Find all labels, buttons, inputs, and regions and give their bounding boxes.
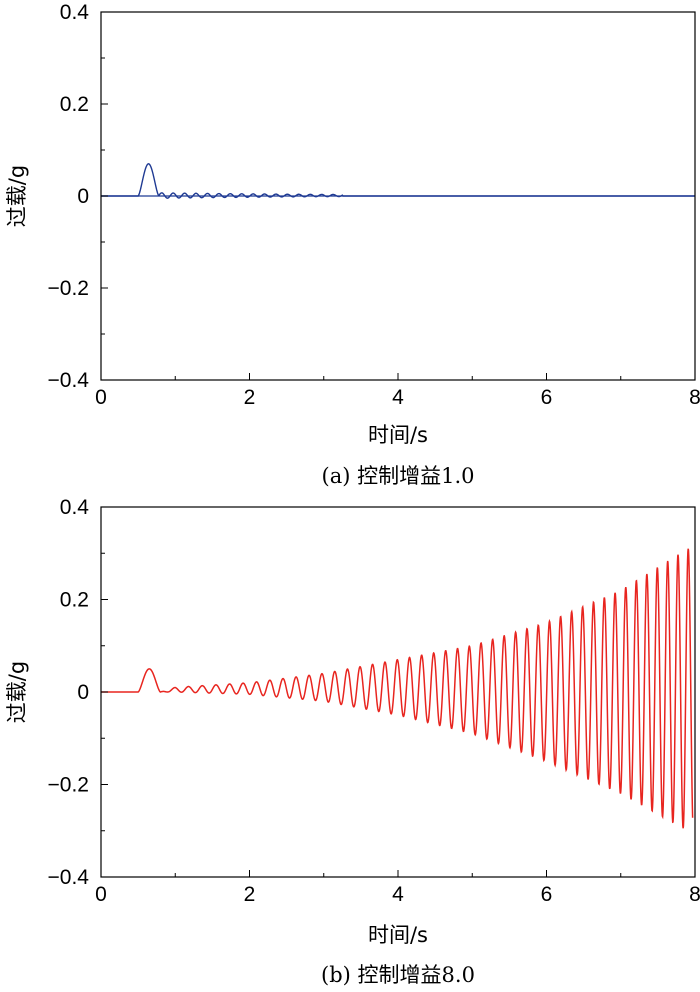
x-axis-label-b: 时间/s xyxy=(368,923,428,947)
caption-b: (b) 控制增益8.0 xyxy=(321,963,475,987)
y-tick-label-b: 0 xyxy=(77,681,89,704)
x-tick-label-b: 4 xyxy=(392,883,404,906)
y-tick-label-a: 0 xyxy=(77,185,89,208)
y-tick-label-b: 0.4 xyxy=(60,496,90,519)
y-tick-label-a: −0.4 xyxy=(48,369,90,392)
x-tick-label-b: 0 xyxy=(95,883,107,906)
x-tick-label-b: 8 xyxy=(689,883,700,906)
y-tick-label-a: −0.2 xyxy=(48,277,89,300)
axes-frame-b xyxy=(100,506,696,878)
chart-b: 0 2 4 6 8 0.4 0.2 0 −0.2 −0.4 时间/s 过载/g (b) 控制增益8… xyxy=(5,496,700,987)
ticks-b: 0 2 4 6 8 0.4 0.2 0 −0.2 −0.4 xyxy=(48,496,700,906)
chart-a: 0 2 4 6 8 0.4 0.2 0 −0.2 −0.4 时间/s 过载/g (a) 控制增益1… xyxy=(5,1,700,488)
y-tick-label-b: −0.2 xyxy=(48,774,89,797)
x-tick-label-b: 2 xyxy=(244,883,256,906)
series-line-a xyxy=(101,163,695,199)
series-line-b xyxy=(101,548,694,829)
x-tick-label-a: 6 xyxy=(541,386,553,409)
x-axis-label-a: 时间/s xyxy=(368,423,428,447)
plot-area-b xyxy=(101,548,694,829)
y-tick-label-b: −0.4 xyxy=(48,866,90,889)
x-tick-label-a: 4 xyxy=(392,386,404,409)
y-axis-label-b: 过载/g xyxy=(5,661,29,723)
x-tick-label-a: 2 xyxy=(244,386,256,409)
y-tick-label-a: 0.4 xyxy=(60,1,90,24)
y-axis-label-a: 过载/g xyxy=(5,165,29,227)
x-tick-label-a: 8 xyxy=(689,386,700,409)
y-tick-label-b: 0.2 xyxy=(60,589,89,612)
plot-area-a xyxy=(101,163,695,199)
x-tick-label-b: 6 xyxy=(541,883,553,906)
ticks-a: 0 2 4 6 8 0.4 0.2 0 −0.2 −0.4 xyxy=(48,1,700,409)
x-tick-label-a: 0 xyxy=(95,386,107,409)
caption-a: (a) 控制增益1.0 xyxy=(322,464,475,488)
y-tick-label-a: 0.2 xyxy=(60,93,89,116)
